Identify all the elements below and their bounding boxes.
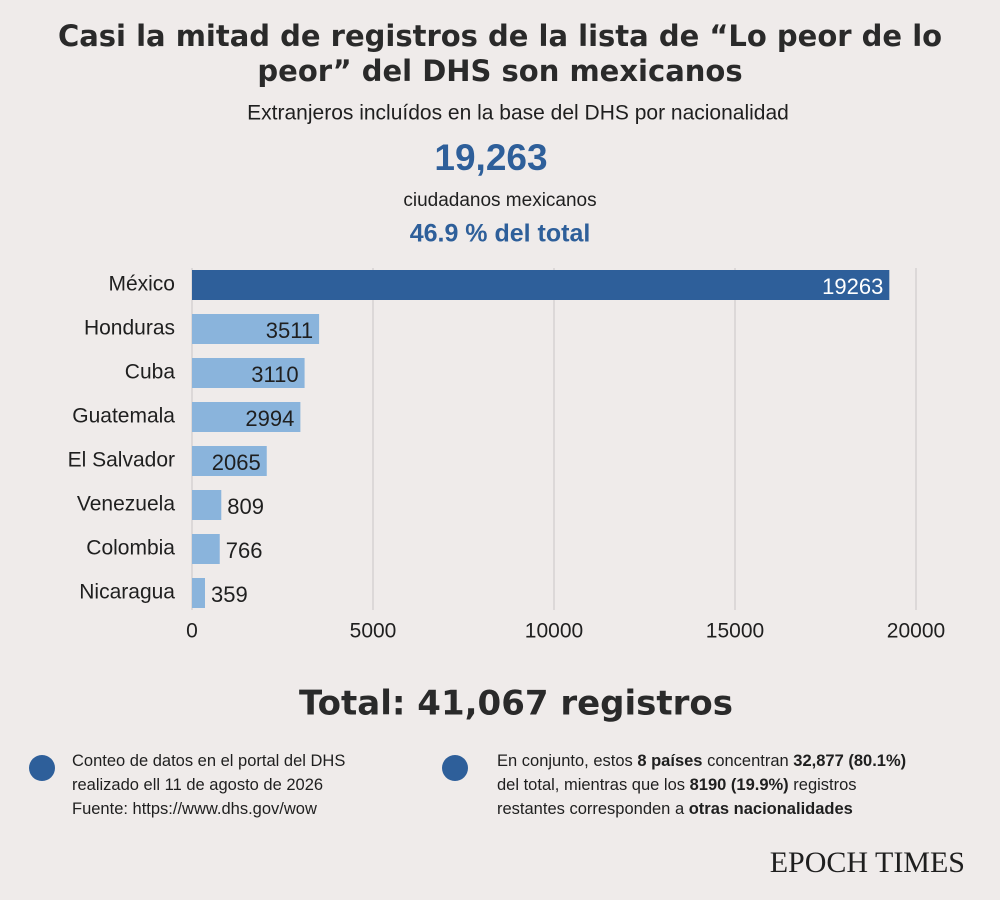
note-text: 8 países: [637, 752, 702, 770]
title-line: Casi la mitad de registros de la lista d…: [58, 19, 942, 53]
bar: [192, 314, 320, 344]
category-label: Honduras: [84, 317, 175, 340]
note-text: registros: [789, 776, 857, 794]
bar: [192, 358, 305, 388]
value-label: 359: [211, 582, 248, 607]
value-label: 19263: [822, 274, 883, 299]
bar: [192, 490, 222, 520]
highlight-caption: ciudadanos mexicanos: [403, 190, 596, 211]
bar: [192, 446, 267, 476]
value-label: 809: [227, 494, 264, 519]
note-text: Conteo de datos en el portal del DHS: [72, 752, 345, 770]
note-bullet: [442, 755, 468, 781]
logo: EPOCH TIMES: [770, 846, 965, 879]
value-label: 766: [226, 538, 263, 563]
note-line: realizado ell 11 de agosto de 2026: [72, 776, 323, 794]
note-text: En conjunto, estos: [497, 752, 637, 770]
bar: [192, 578, 205, 608]
bar: [192, 402, 301, 432]
category-label: Nicaragua: [79, 581, 175, 604]
bar: [192, 270, 890, 300]
x-tick-label: 0: [186, 620, 198, 643]
highlight-share: 46.9 % del total: [410, 220, 591, 248]
title-line: peor” del DHS son mexicanos: [257, 54, 742, 88]
note-text: restantes corresponden a: [497, 800, 689, 818]
category-label: México: [108, 273, 175, 296]
bar: [192, 534, 220, 564]
note-text: Fuente: https://www.dhs.gov/wow: [72, 800, 317, 818]
note-text: otras nacionalidades: [689, 800, 853, 818]
category-label: Colombia: [86, 537, 175, 560]
note-line: Conteo de datos en el portal del DHS: [72, 752, 345, 770]
value-label: 2994: [245, 406, 294, 431]
total: Total: 41,067 registros: [299, 684, 733, 724]
highlight-number: 19,263: [434, 137, 547, 178]
note-text: 8190 (19.9%): [690, 776, 789, 794]
category-label: Guatemala: [72, 405, 175, 428]
note-text: realizado ell 11 de agosto de 2026: [72, 776, 323, 794]
x-tick-label: 15000: [706, 620, 764, 643]
value-label: 3511: [266, 318, 313, 343]
subtitle: Extranjeros incluídos en la base del DHS…: [247, 102, 789, 125]
note-line: En conjunto, estos 8 países concentran 3…: [497, 752, 906, 770]
value-label: 3110: [251, 362, 298, 387]
note-text: 32,877 (80.1%): [793, 752, 906, 770]
note-bullet: [29, 755, 55, 781]
x-tick-label: 10000: [525, 620, 583, 643]
category-label: Venezuela: [77, 493, 175, 516]
note-text: concentran: [702, 752, 793, 770]
note-text: del total, mientras que los: [497, 776, 690, 794]
note-line: restantes corresponden a otras nacionali…: [497, 800, 853, 818]
note-line: Fuente: https://www.dhs.gov/wow: [72, 800, 317, 818]
x-tick-label: 5000: [350, 620, 397, 643]
x-tick-label: 20000: [887, 620, 945, 643]
category-label: Cuba: [125, 361, 176, 384]
note-line: del total, mientras que los 8190 (19.9%)…: [497, 776, 857, 794]
category-label: El Salvador: [68, 449, 175, 472]
value-label: 2065: [212, 450, 261, 475]
